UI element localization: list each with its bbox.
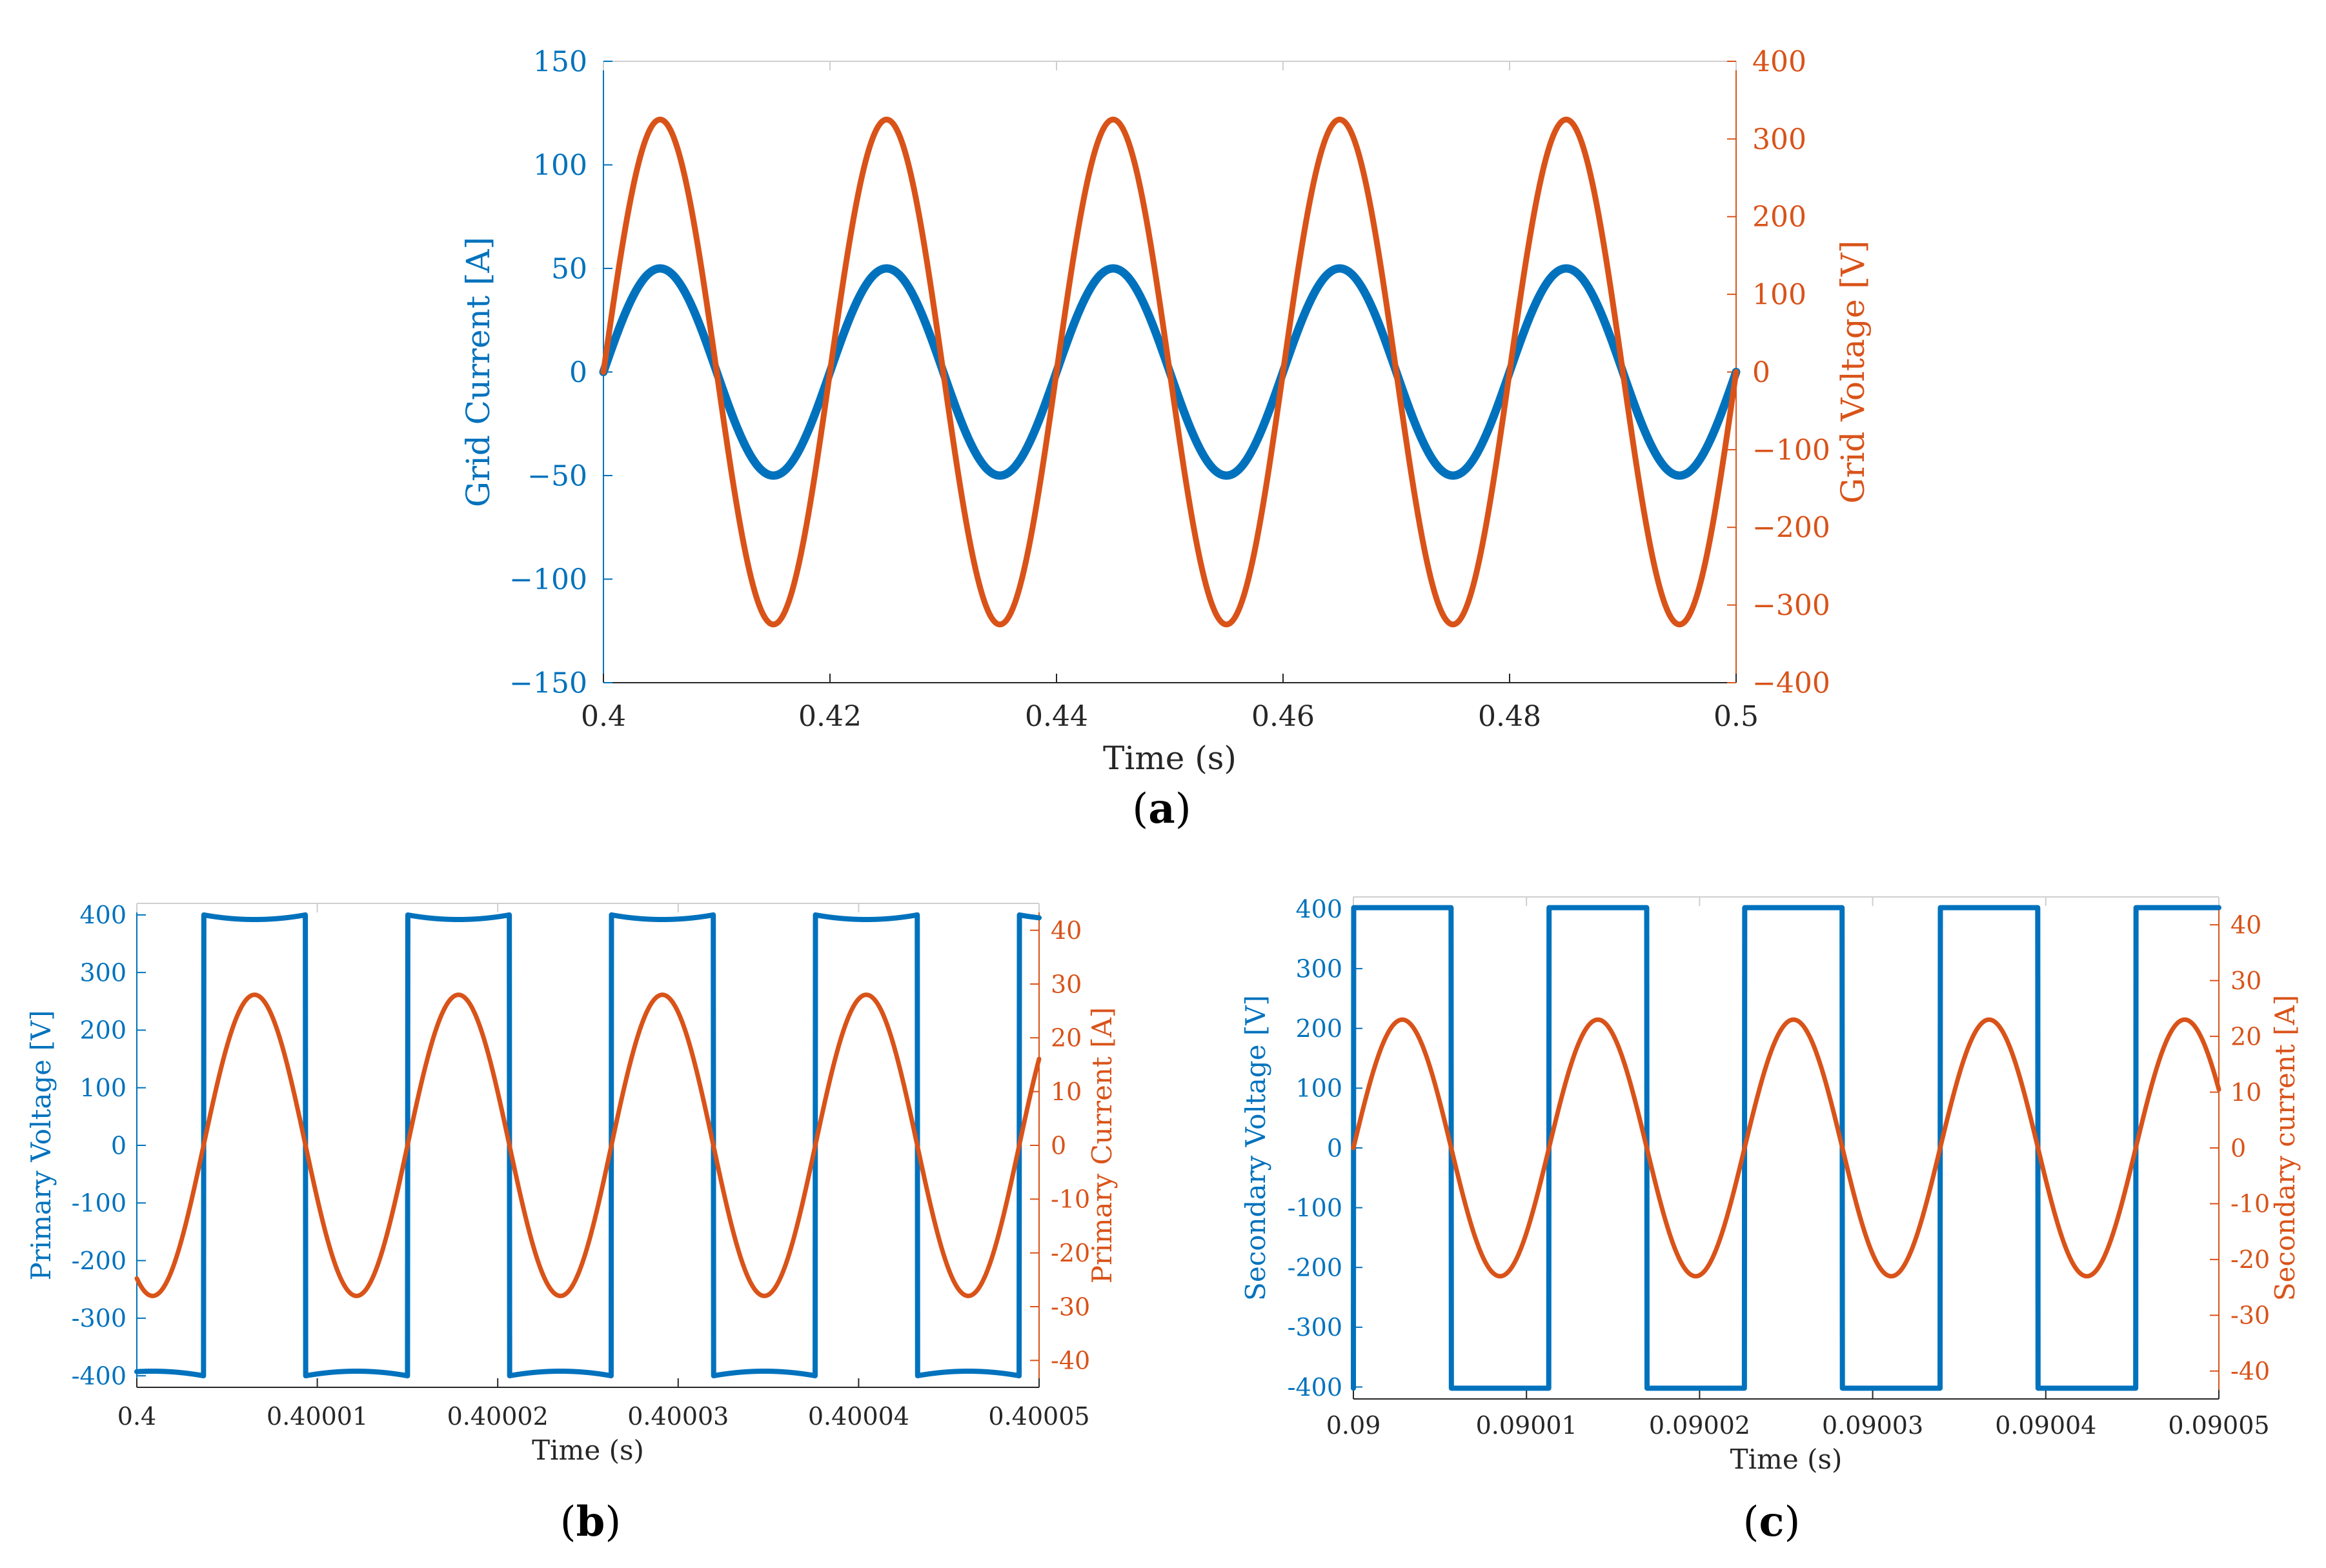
chart-c-x-tick-label: 0.09004 xyxy=(1995,1411,2096,1440)
chart-b-right-tick-label: 20 xyxy=(1051,1024,1082,1052)
chart-c-left-y-label: Secondary Voltage [V] xyxy=(1240,995,1271,1301)
chart-c-left-tick-label: -100 xyxy=(1288,1194,1342,1222)
chart-c-caption: (c) xyxy=(1743,1498,1801,1546)
chart-a-right-tick-label: 200 xyxy=(1752,201,1806,234)
chart-c-left-tick-label: 0 xyxy=(1327,1134,1342,1162)
chart-c-right-tick-label: -40 xyxy=(2230,1357,2270,1385)
chart-a-x-tick-label: 0.44 xyxy=(1025,700,1088,733)
chart-b-right-tick-label: -40 xyxy=(1051,1347,1090,1375)
chart-a-right-tick-label: −200 xyxy=(1752,512,1830,545)
chart-a-left-tick-label: 0 xyxy=(569,356,587,389)
chart-b-left-tick-label: -400 xyxy=(72,1362,126,1390)
chart-b-left-y-label: Primary Voltage [V] xyxy=(25,1010,57,1280)
chart-b-right-tick-label: -10 xyxy=(1051,1185,1090,1214)
chart-c-right-tick-label: 10 xyxy=(2230,1078,2261,1107)
chart-a-left-tick-label: 150 xyxy=(533,45,587,78)
chart-c-right-tick-label: -30 xyxy=(2230,1302,2270,1330)
chart-b-left-tick-label: 0 xyxy=(111,1131,126,1160)
chart-b-x-tick-label: 0.40002 xyxy=(447,1402,549,1431)
chart-b-x-label: Time (s) xyxy=(532,1434,644,1466)
chart-a-left-y-label: Grid Current [A] xyxy=(460,237,497,507)
chart-a-right-tick-label: 400 xyxy=(1752,45,1806,78)
chart-a-x-tick-label: 0.4 xyxy=(581,700,626,733)
chart-c-right-y-label: Secondary current [A] xyxy=(2269,995,2301,1302)
chart-b-right-tick-label: 30 xyxy=(1051,970,1082,998)
chart-b-left-tick-label: 100 xyxy=(79,1074,126,1102)
chart-b-x-tick-label: 0.4 xyxy=(117,1402,156,1431)
chart-c-right-tick-label: -10 xyxy=(2230,1190,2270,1218)
chart-c-x-tick-label: 0.09003 xyxy=(1822,1411,1923,1440)
chart-c-right-tick-label: -20 xyxy=(2230,1245,2270,1274)
chart-a-left-tick-label: −150 xyxy=(509,667,587,699)
chart-c-x-tick-label: 0.09005 xyxy=(2168,1411,2269,1440)
chart-b-right-tick-label: -20 xyxy=(1051,1239,1090,1267)
chart-a-x-tick-label: 0.42 xyxy=(798,700,862,733)
chart-a-left-tick-label: 100 xyxy=(533,149,587,182)
chart-b-left-tick-label: -300 xyxy=(72,1304,126,1332)
chart-a-x-tick-label: 0.48 xyxy=(1478,700,1541,733)
chart-c-left-tick-label: -300 xyxy=(1288,1313,1342,1342)
chart-c-x-label: Time (s) xyxy=(1730,1443,1843,1475)
chart-c-left-tick-label: 300 xyxy=(1295,954,1342,983)
chart-c-left-tick-label: 200 xyxy=(1295,1014,1342,1043)
chart-b-right-tick-label: 40 xyxy=(1051,916,1082,945)
chart-a-x-tick-label: 0.46 xyxy=(1251,700,1315,733)
chart-b-left-tick-label: 300 xyxy=(79,958,126,987)
chart-b-x-tick-label: 0.40004 xyxy=(808,1402,909,1431)
chart-c-right-tick-label: 20 xyxy=(2230,1022,2261,1050)
chart-c-x-tick-label: 0.09001 xyxy=(1476,1411,1577,1440)
chart-c-x-tick-label: 0.09 xyxy=(1326,1411,1381,1440)
chart-a-left-tick-label: 50 xyxy=(551,252,587,285)
chart-a-right-tick-label: 0 xyxy=(1752,356,1770,389)
chart-a-right-y-label: Grid Voltage [V] xyxy=(1834,241,1872,504)
chart-c-left-tick-label: -400 xyxy=(1288,1373,1342,1402)
chart-b-x-tick-label: 0.40003 xyxy=(627,1402,729,1431)
chart-b-left-tick-label: 400 xyxy=(79,901,126,929)
chart-b-right-tick-label: 0 xyxy=(1051,1131,1066,1160)
chart-c-x-tick-label: 0.09002 xyxy=(1649,1411,1750,1440)
chart-a-series-grid-voltage xyxy=(600,116,1739,628)
chart-b-series-primary-current xyxy=(134,992,1042,1298)
chart-a-right-tick-label: 100 xyxy=(1752,279,1806,312)
chart-a-right-tick-label: −300 xyxy=(1752,589,1830,622)
chart-b-x-tick-label: 0.40005 xyxy=(988,1402,1089,1431)
chart-c-right-tick-label: 30 xyxy=(2230,967,2261,995)
chart-a-left-tick-label: −100 xyxy=(509,563,587,596)
chart-b-x-tick-label: 0.40001 xyxy=(267,1402,368,1431)
chart-a-caption: (a) xyxy=(1132,785,1191,833)
chart-b-left-tick-label: -100 xyxy=(72,1189,126,1218)
chart-b-series-primary-voltage xyxy=(134,912,1042,1379)
chart-b-right-y-label: Primary Current [A] xyxy=(1086,1007,1118,1283)
chart-a-left-tick-label: −50 xyxy=(527,459,587,492)
chart-a-right-tick-label: 300 xyxy=(1752,123,1806,156)
chart-b-caption: (b) xyxy=(560,1498,622,1546)
chart-a-right-tick-label: −400 xyxy=(1752,667,1830,699)
chart-c-left-tick-label: 400 xyxy=(1295,895,1342,923)
chart-c-right-tick-label: 0 xyxy=(2230,1134,2246,1162)
chart-b-left-tick-label: -200 xyxy=(72,1247,126,1275)
chart-c-series-secondary-voltage xyxy=(1351,905,2221,1391)
chart-c-right-tick-label: 40 xyxy=(2230,911,2261,940)
chart-b-right-tick-label: 10 xyxy=(1051,1078,1082,1106)
chart-b-left-tick-label: 200 xyxy=(79,1016,126,1045)
chart-a-x-label: Time (s) xyxy=(1103,739,1237,777)
chart-c-series-secondary-current xyxy=(1351,1017,2221,1279)
chart-a-right-tick-label: −100 xyxy=(1752,434,1830,467)
chart-a-x-tick-label: 0.5 xyxy=(1714,700,1759,733)
chart-c-left-tick-label: 100 xyxy=(1295,1074,1342,1103)
chart-c-left-tick-label: -200 xyxy=(1288,1254,1342,1282)
chart-b-right-tick-label: -30 xyxy=(1051,1292,1090,1321)
